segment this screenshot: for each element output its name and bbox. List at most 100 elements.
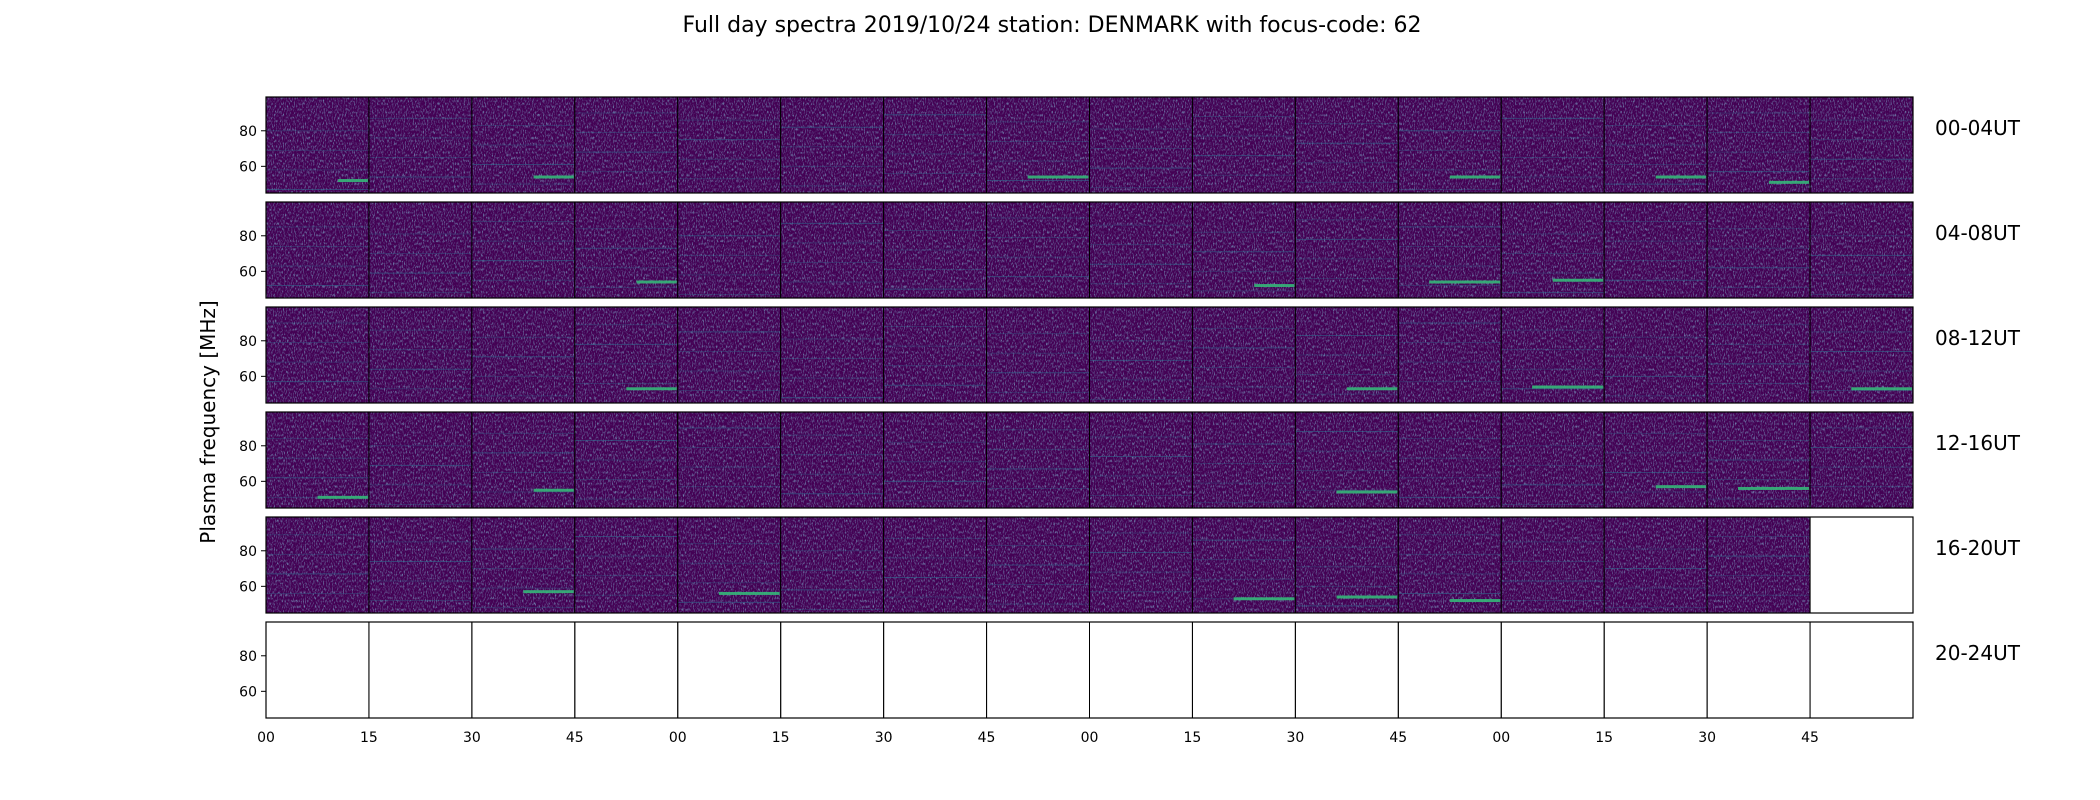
spectrum-panel xyxy=(1706,516,1811,614)
spectrum-panel xyxy=(265,306,370,404)
spectrum-noise xyxy=(1604,202,1708,298)
spectrum-panel xyxy=(677,516,782,614)
spectrum-panel xyxy=(574,621,679,719)
spectrum-panel xyxy=(574,201,679,299)
y-tick-label: 80 xyxy=(239,334,257,350)
spectrum-panel xyxy=(1706,201,1811,299)
spectrum-panel xyxy=(1809,411,1914,509)
y-tick-label: 60 xyxy=(239,264,257,280)
spectrum-noise xyxy=(1089,307,1193,403)
spectrum-noise xyxy=(1398,307,1502,403)
spectrum-noise xyxy=(574,307,678,403)
spectrum-noise xyxy=(368,517,472,613)
spectrum-panel xyxy=(986,411,1090,509)
spectrum-panel xyxy=(883,411,988,509)
spectrum-panel xyxy=(1294,306,1399,404)
spectrum-panel xyxy=(368,201,473,299)
spectrum-panel xyxy=(1809,621,1914,719)
spectrum-noise xyxy=(677,517,781,613)
spectrum-noise xyxy=(266,97,369,193)
spectrum-panel xyxy=(1089,96,1193,194)
spectrum-panel xyxy=(677,96,782,194)
spectrum-panel xyxy=(883,96,988,194)
panel-frame xyxy=(677,621,782,719)
bright-band xyxy=(533,488,574,492)
spectrum-panel xyxy=(1603,96,1708,194)
x-tick-label: 15 xyxy=(1595,730,1613,746)
bright-band xyxy=(1532,385,1604,389)
spectrum-noise xyxy=(780,412,884,508)
row-frame xyxy=(265,411,1914,509)
spectra-row: 60 80 16-20UT xyxy=(239,516,2021,614)
spectrum-panel xyxy=(1191,516,1296,614)
panel-frame xyxy=(471,621,576,719)
spectrum-panel xyxy=(265,96,370,194)
spectrum-noise xyxy=(677,97,781,193)
spectrum-noise xyxy=(368,307,472,403)
spectrum-noise xyxy=(780,307,884,403)
spectrum-noise xyxy=(368,412,472,508)
spectrum-noise xyxy=(1089,517,1193,613)
spectrum-panel xyxy=(1603,411,1708,509)
bright-band xyxy=(1027,175,1089,179)
panel-frame xyxy=(1191,621,1296,719)
spectrum-panel xyxy=(1706,96,1811,194)
spectrum-noise xyxy=(883,517,987,613)
x-tick-label: 15 xyxy=(360,730,378,746)
bright-band xyxy=(1738,486,1810,490)
bright-band xyxy=(636,280,677,284)
spectrum-noise xyxy=(677,307,781,403)
spectrum-noise xyxy=(1295,307,1399,403)
spectrum-noise xyxy=(471,307,575,403)
spectrum-noise xyxy=(883,202,987,298)
spectrum-panel xyxy=(1089,306,1193,404)
spectrum-noise xyxy=(780,202,884,298)
spectrum-panel xyxy=(986,96,1090,194)
spectrum-noise xyxy=(574,202,678,298)
spectrum-noise xyxy=(266,412,369,508)
spectrum-noise xyxy=(1707,202,1811,298)
spectrum-panel xyxy=(1397,621,1502,719)
spectrum-panel xyxy=(471,201,576,299)
panel-frame xyxy=(574,621,679,719)
spectrum-noise xyxy=(986,307,1090,403)
spectrum-panel xyxy=(677,201,782,299)
spectrum-panel xyxy=(1706,411,1811,509)
bright-band xyxy=(338,179,368,183)
spectrum-panel xyxy=(780,516,885,614)
y-axis-label: Plasma frequency [MHz] xyxy=(196,300,220,543)
row-time-label: 04-08UT xyxy=(1935,221,2021,245)
spectrum-noise xyxy=(368,202,472,298)
bright-band xyxy=(1254,284,1295,288)
spectrum-panel xyxy=(986,621,1090,719)
spectrum-noise xyxy=(1501,412,1605,508)
x-tick-label: 45 xyxy=(1801,730,1819,746)
y-tick-label: 60 xyxy=(239,579,257,595)
spectrum-panel xyxy=(883,306,988,404)
panel-frame xyxy=(1500,621,1605,719)
spectrum-noise xyxy=(1707,517,1811,613)
spectrum-panel xyxy=(780,411,885,509)
spectra-row: 60 80 12-16UT xyxy=(239,411,2021,509)
panel-frame xyxy=(1603,621,1708,719)
spectrum-noise xyxy=(266,202,369,298)
spectrum-panel xyxy=(1603,306,1708,404)
row-time-label: 16-20UT xyxy=(1935,536,2021,560)
spectrum-panel xyxy=(1191,96,1296,194)
spectrum-panel xyxy=(1294,621,1399,719)
spectrum-noise xyxy=(1192,517,1296,613)
spectrum-panel xyxy=(1706,306,1811,404)
spectrum-noise xyxy=(1810,97,1913,193)
x-tick-label: 45 xyxy=(1389,730,1407,746)
spectrum-noise xyxy=(1192,307,1296,403)
spectrum-panel xyxy=(1397,306,1502,404)
panel-frame xyxy=(1089,621,1193,719)
spectrum-panel xyxy=(1294,201,1399,299)
panel-frame xyxy=(265,621,370,719)
y-tick-label: 80 xyxy=(239,229,257,245)
spectrum-panel xyxy=(986,306,1090,404)
bright-band xyxy=(626,387,677,391)
spectrum-panel xyxy=(677,306,782,404)
spectrum-panel xyxy=(1809,306,1914,404)
